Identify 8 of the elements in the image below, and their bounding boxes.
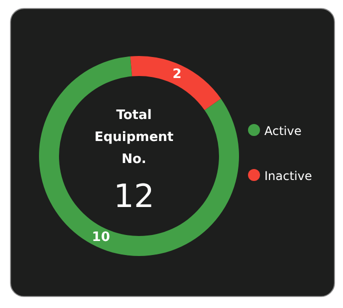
text: Total Equipment No.: [93, 107, 175, 169]
donut-slice: [130, 56, 221, 110]
data-label: 10: [92, 230, 110, 246]
donut-slice: [39, 56, 239, 256]
data-label: 2: [172, 66, 182, 82]
legend-label: Inactive: [264, 168, 312, 182]
legend-label: Active: [264, 124, 302, 138]
text: 12: [112, 177, 156, 215]
